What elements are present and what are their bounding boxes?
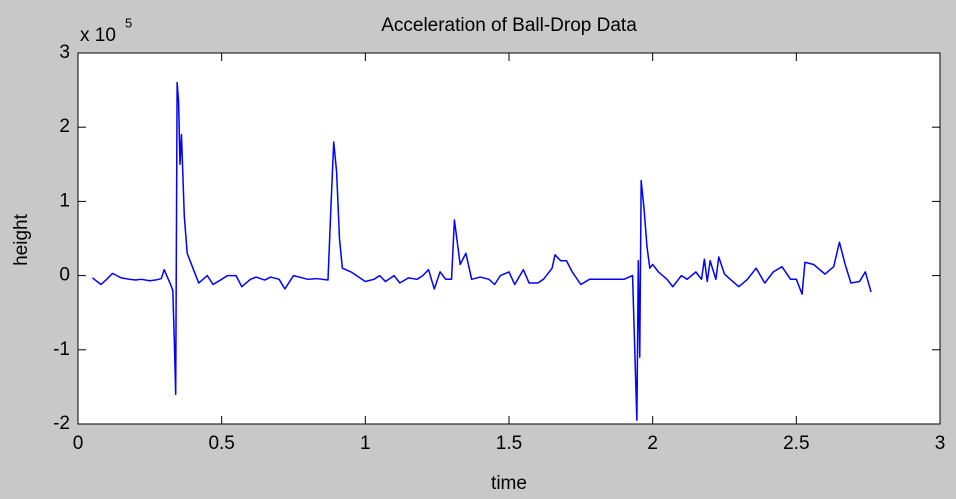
y-tick-label: -1 [53,339,70,360]
plot-area [77,52,941,425]
x-tick-label: 1 [360,433,371,454]
y-tick-label: 3 [59,42,70,63]
x-tick-label: 3 [935,433,946,454]
data-line [91,81,872,422]
y-multiplier: x 10 [80,25,116,46]
y-multiplier-exponent: 5 [125,15,132,30]
x-tick-label: 0 [73,433,84,454]
y-tick-label: 1 [59,190,70,211]
chart-title: Acceleration of Ball-Drop Data [381,15,637,36]
x-axis-label: time [491,473,527,494]
x-tick-label: 0.5 [208,433,234,454]
y-tick-label: 2 [59,116,70,137]
x-tick-label: 1.5 [496,433,522,454]
y-tick-label: -2 [53,413,70,434]
x-tick-label: 2 [647,433,658,454]
x-tick-label: 2.5 [783,433,809,454]
y-axis-label: height [11,213,32,265]
y-tick-label: 0 [59,265,70,286]
